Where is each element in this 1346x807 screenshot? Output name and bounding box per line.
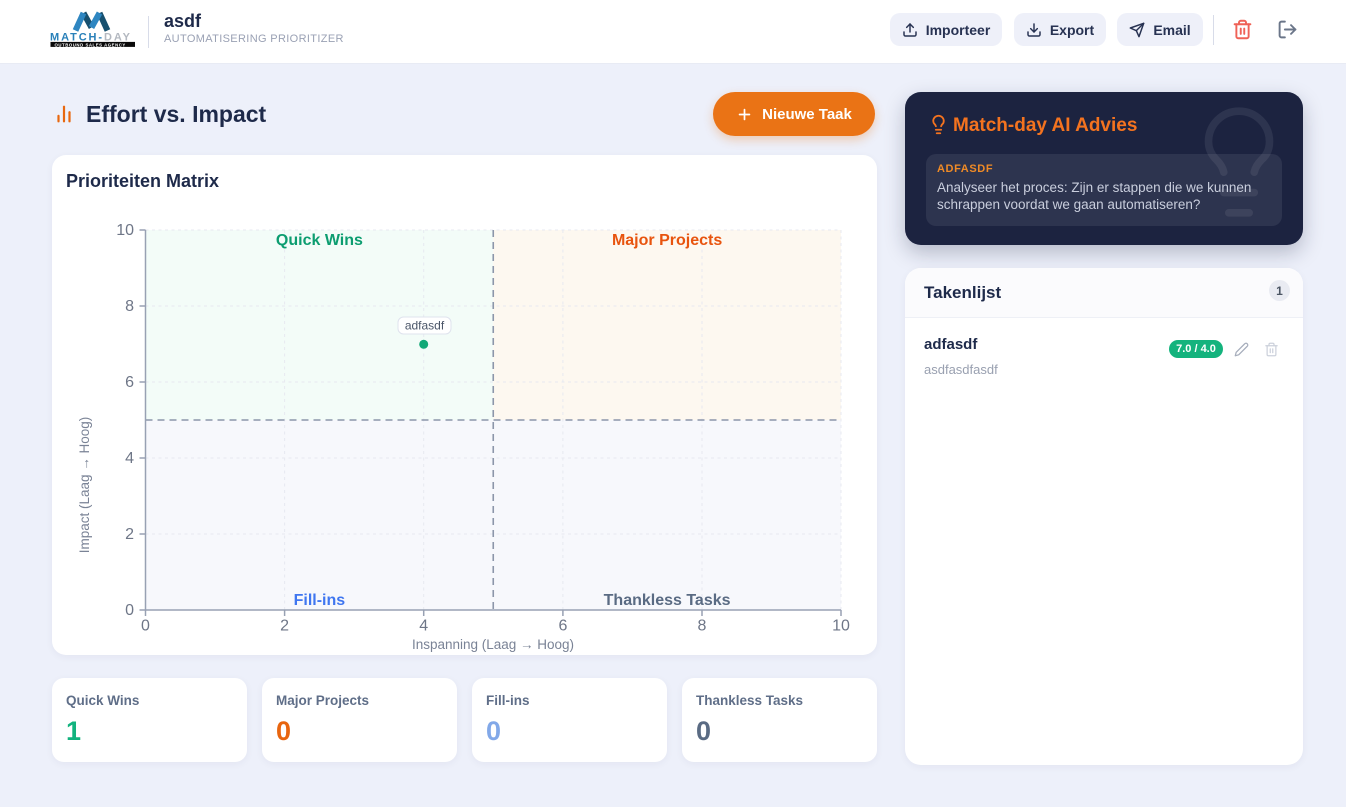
svg-text:10: 10 xyxy=(116,222,134,239)
svg-text:Major Projects: Major Projects xyxy=(612,232,722,249)
svg-text:0: 0 xyxy=(125,602,134,619)
svg-text:0: 0 xyxy=(141,618,150,635)
svg-text:6: 6 xyxy=(558,618,567,635)
svg-text:MATCH-DAY: MATCH-DAY xyxy=(50,32,132,44)
svg-text:Fill-ins: Fill-ins xyxy=(294,592,346,609)
svg-text:6: 6 xyxy=(125,374,134,391)
svg-text:Impact (Laag → Hoog): Impact (Laag → Hoog) xyxy=(77,417,92,554)
svg-text:OUTBOUND SALES AGENCY: OUTBOUND SALES AGENCY xyxy=(55,42,126,47)
svg-text:4: 4 xyxy=(419,618,428,635)
svg-text:Quick Wins: Quick Wins xyxy=(276,232,363,249)
svg-text:8: 8 xyxy=(125,298,134,315)
svg-text:8: 8 xyxy=(698,618,707,635)
svg-text:adfasdf: adfasdf xyxy=(405,319,445,333)
svg-text:10: 10 xyxy=(832,618,850,635)
svg-text:Inspanning (Laag → Hoog): Inspanning (Laag → Hoog) xyxy=(412,637,574,652)
svg-text:2: 2 xyxy=(280,618,289,635)
svg-text:Thankless Tasks: Thankless Tasks xyxy=(604,592,731,609)
svg-text:4: 4 xyxy=(125,450,134,467)
svg-text:2: 2 xyxy=(125,526,134,543)
